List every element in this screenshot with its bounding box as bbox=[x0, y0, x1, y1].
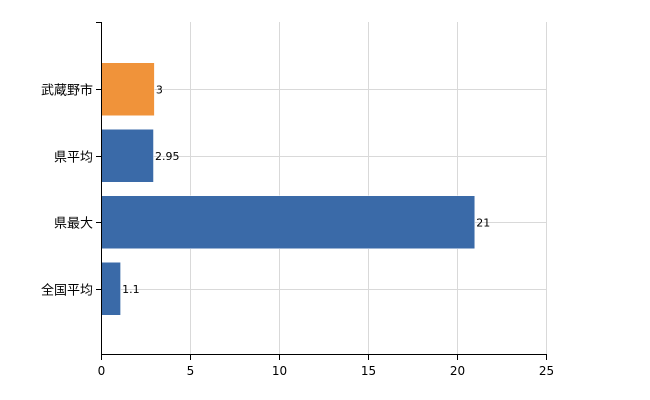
category-label: 県最大 bbox=[54, 217, 93, 232]
bar bbox=[100, 129, 154, 183]
bar bbox=[100, 62, 155, 116]
x-tick-label: 15 bbox=[361, 364, 376, 378]
x-tick-label: 25 bbox=[539, 364, 554, 378]
x-tick-label: 0 bbox=[98, 364, 106, 378]
bar-value-label: 1.1 bbox=[122, 283, 140, 296]
bar-value-label: 3 bbox=[156, 83, 163, 96]
category-label: 全国平均 bbox=[41, 283, 93, 299]
axes bbox=[96, 22, 547, 360]
x-tick-label: 10 bbox=[272, 364, 287, 378]
bar bbox=[100, 262, 121, 316]
category-label: 武蔵野市 bbox=[41, 83, 93, 99]
bar bbox=[100, 195, 476, 249]
bar-value-label: 21 bbox=[476, 216, 490, 229]
bars bbox=[100, 62, 476, 316]
x-tick-label: 5 bbox=[187, 364, 195, 378]
grid bbox=[101, 22, 547, 354]
category-label: 県平均 bbox=[54, 151, 93, 166]
x-tick-label: 20 bbox=[450, 364, 465, 378]
bar-value-label: 2.95 bbox=[155, 150, 180, 163]
